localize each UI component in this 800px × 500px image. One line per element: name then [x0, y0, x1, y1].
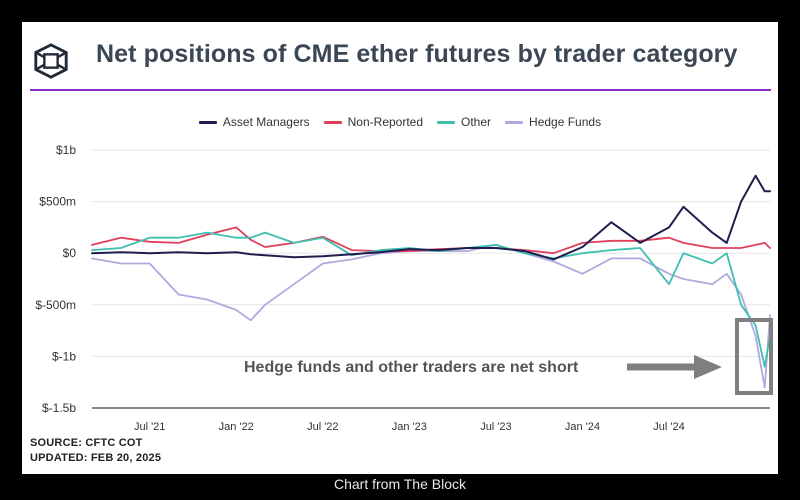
x-tick-label: Jul '22 [307, 421, 338, 433]
y-tick-label: $-500m [35, 298, 76, 312]
updated-note: UPDATED: FEB 20, 2025 [30, 452, 162, 464]
line-chart: $1b $500m $0 $-500m $-1b $-1.5b Jul '21 Jan '22… [35, 143, 773, 433]
legend-swatch-non-reported [323, 120, 342, 124]
chart-legend: Asset Managers Non-Reported Other Hedge … [22, 115, 778, 129]
the-block-logo-icon [34, 43, 68, 79]
x-tick-label: Jul '23 [480, 421, 511, 433]
legend-label-non-reported: Non-Reported [347, 115, 424, 129]
x-tick-label: Jan '22 [219, 421, 254, 433]
y-tick-label: $-1.5b [42, 401, 76, 415]
x-tick-label: Jan '24 [565, 421, 600, 433]
annotation-text: Hedge funds and other traders are net sh… [244, 359, 579, 376]
y-tick-label: $1b [56, 143, 76, 157]
highlight-box [735, 318, 773, 395]
title-divider [30, 89, 771, 91]
x-tick-label: Jan '23 [392, 421, 427, 433]
legend-label-hedge-funds: Hedge Funds [529, 115, 602, 129]
legend-item-asset-managers: Asset Managers [198, 115, 310, 129]
y-tick-label: $-1b [52, 349, 76, 363]
series-line-hedge-funds [91, 243, 771, 389]
legend-label-other: Other [461, 115, 492, 129]
legend-item-hedge-funds: Hedge Funds [505, 115, 601, 129]
series-line-asset-managers [91, 174, 771, 261]
legend-swatch-hedge-funds [505, 120, 524, 124]
legend-label-asset-managers: Asset Managers [222, 115, 310, 129]
annotation-arrow-head [694, 355, 722, 379]
legend-swatch-asset-managers [198, 120, 217, 124]
chart-credit: Chart from The Block [333, 476, 466, 492]
y-tick-label: $0 [63, 246, 77, 260]
x-tick-label: Jul '21 [134, 421, 165, 433]
y-tick-label: $500m [39, 195, 76, 209]
chart-card: Net positions of CME ether futures by tr… [22, 22, 778, 474]
legend-item-other: Other [437, 115, 491, 129]
page-title: Net positions of CME ether futures by tr… [96, 40, 738, 68]
source-note: SOURCE: CFTC COT [30, 437, 143, 449]
x-tick-label: Jul '24 [653, 421, 684, 433]
legend-swatch-other [437, 120, 456, 124]
legend-item-non-reported: Non-Reported [323, 115, 424, 129]
